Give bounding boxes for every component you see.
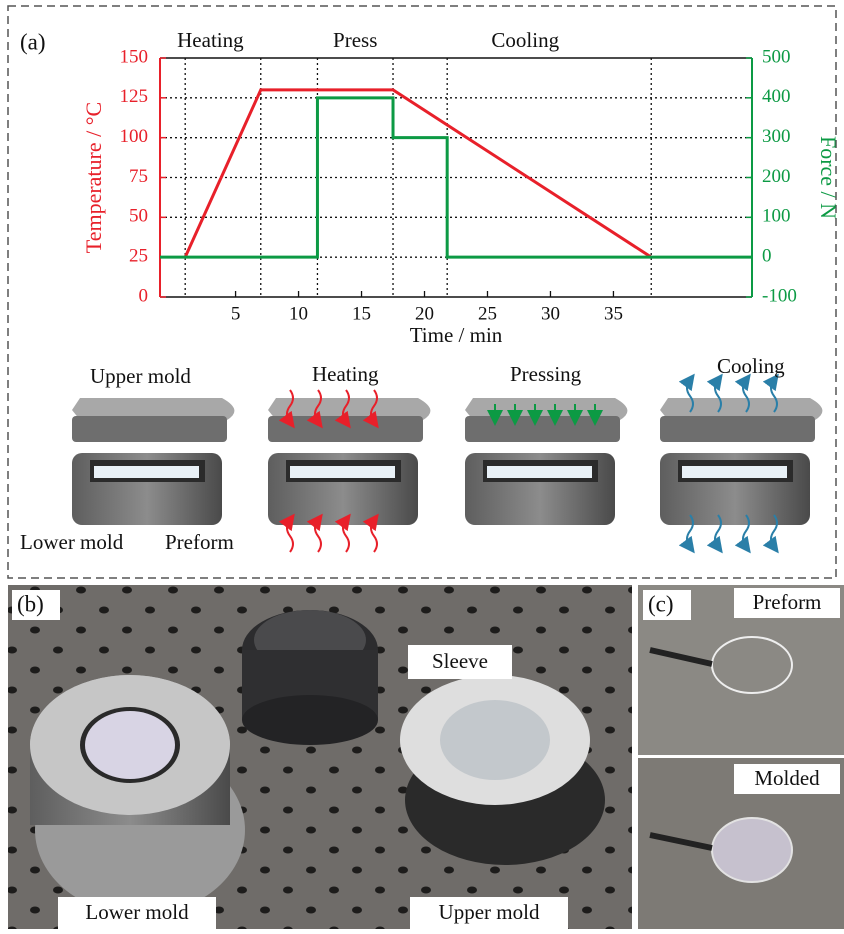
x-tick-label: 35 — [604, 303, 623, 324]
label: Cooling — [717, 354, 785, 378]
x-tick-label: 20 — [415, 303, 434, 324]
photo-b: (b) Sleeve Lower mold Upper mold — [8, 585, 632, 929]
upper-front — [72, 416, 227, 442]
phase-label: Heating — [177, 28, 244, 52]
phase-label: Cooling — [491, 28, 559, 52]
y-tick-label: 100 — [120, 126, 149, 147]
preform — [290, 466, 395, 478]
y-tick-label: 25 — [129, 246, 148, 267]
y2-tick-label: 0 — [762, 246, 772, 267]
photo-c: (c) Preform Molded — [638, 585, 844, 929]
x-tick-label: 30 — [541, 303, 560, 324]
x-tick-label: 5 — [231, 303, 241, 324]
preform — [94, 466, 199, 478]
y-tick-label: 125 — [120, 86, 149, 107]
y2-tick-label: 500 — [762, 46, 791, 67]
preform — [682, 466, 787, 478]
x-axis-label: Time / min — [410, 323, 503, 347]
series-line — [185, 90, 651, 257]
y2-axis-label: Force / N — [816, 136, 841, 219]
label: Lower mold — [85, 900, 189, 924]
label: Lower mold — [20, 530, 124, 554]
label: Heating — [312, 362, 379, 386]
x-tick-label: 15 — [352, 303, 371, 324]
upper-front — [660, 416, 815, 442]
x-tick-label: 10 — [289, 303, 308, 324]
y-tick-label: 150 — [120, 46, 149, 67]
label: Upper mold — [439, 900, 540, 924]
y2-tick-label: 400 — [762, 86, 791, 107]
figure: (a) Upper mold Heating Pressing Cooling … — [0, 0, 844, 929]
preform — [487, 466, 592, 478]
y-tick-label: 75 — [129, 166, 148, 187]
y-tick-label: 50 — [129, 206, 148, 227]
upper-front — [465, 416, 620, 442]
label: Upper mold — [90, 364, 191, 388]
x-tick-label: 25 — [478, 303, 497, 324]
label: Preform — [165, 530, 234, 554]
panel-label: (a) — [20, 29, 46, 54]
mold-illustrations — [72, 380, 822, 552]
label: Preform — [753, 590, 822, 614]
phase-label: Press — [333, 28, 377, 52]
chart: 0 25 50 75 100 125 150 -100 0 100 200 300 400 500 5 10 1… — [81, 28, 841, 347]
panel-label: (c) — [648, 591, 674, 616]
y2-tick-label: 200 — [762, 166, 791, 187]
y-tick-label: 0 — [139, 285, 149, 306]
label: Pressing — [510, 362, 582, 386]
label: Sleeve — [432, 649, 488, 673]
label: Molded — [754, 766, 820, 790]
y2-tick-label: 100 — [762, 206, 791, 227]
y2-tick-label: 300 — [762, 126, 791, 147]
y2-tick-label: -100 — [762, 285, 797, 306]
panel-label: (b) — [17, 591, 44, 616]
y-axis-label: Temperature / °C — [81, 102, 106, 253]
